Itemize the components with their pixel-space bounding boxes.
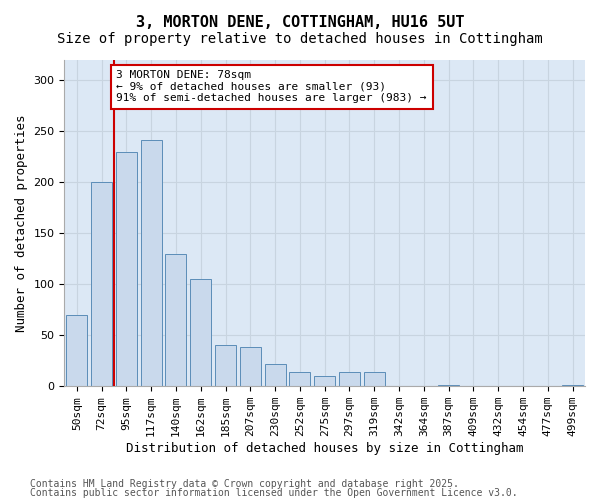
Bar [240, 348, 261, 386]
Bar [66, 315, 88, 386]
Bar [140, 140, 162, 386]
Text: Contains public sector information licensed under the Open Government Licence v3: Contains public sector information licen… [30, 488, 518, 498]
Y-axis label: Number of detached properties: Number of detached properties [15, 114, 28, 332]
Text: Contains HM Land Registry data © Crown copyright and database right 2025.: Contains HM Land Registry data © Crown c… [30, 479, 459, 489]
Bar [190, 279, 211, 386]
Bar [314, 376, 335, 386]
Bar [215, 346, 236, 386]
Text: 3, MORTON DENE, COTTINGHAM, HU16 5UT: 3, MORTON DENE, COTTINGHAM, HU16 5UT [136, 15, 464, 30]
Bar [339, 372, 360, 386]
Bar [562, 385, 583, 386]
Bar [289, 372, 310, 386]
Bar [364, 372, 385, 386]
Bar [166, 254, 187, 386]
X-axis label: Distribution of detached houses by size in Cottingham: Distribution of detached houses by size … [126, 442, 523, 455]
Bar [438, 385, 459, 386]
Bar [265, 364, 286, 386]
Bar [91, 182, 112, 386]
Bar [116, 152, 137, 386]
Text: Size of property relative to detached houses in Cottingham: Size of property relative to detached ho… [57, 32, 543, 46]
Text: 3 MORTON DENE: 78sqm
← 9% of detached houses are smaller (93)
91% of semi-detach: 3 MORTON DENE: 78sqm ← 9% of detached ho… [116, 70, 427, 103]
